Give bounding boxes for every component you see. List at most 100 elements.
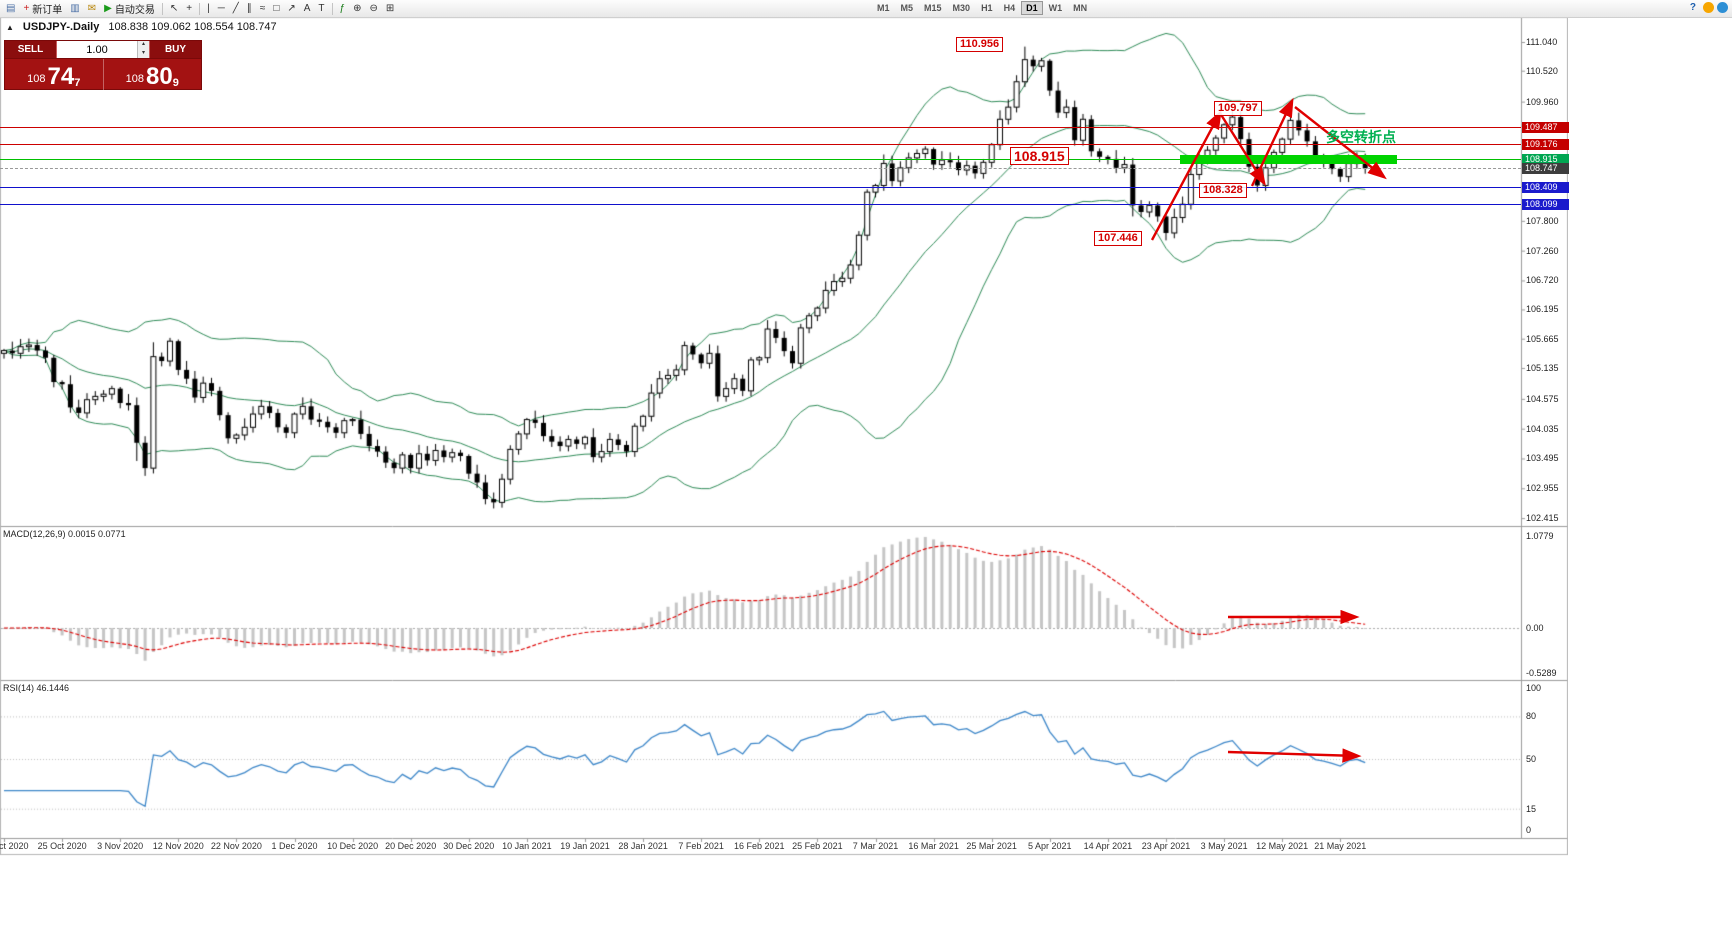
hline-109.487[interactable] [0, 127, 1521, 129]
volume-input[interactable] [57, 41, 137, 58]
shapes-icon-glyph: □ [273, 3, 280, 14]
profiles-icon-glyph: ▥ [70, 3, 80, 14]
volume-increase-button[interactable]: ▴ [138, 41, 149, 50]
one-click-trading-widget: SELL ▴ ▾ BUY 108 74 7 108 [4, 40, 202, 91]
turning-point-note[interactable]: 多空转折点 [1326, 129, 1396, 145]
indicators-icon-glyph: ƒ [339, 3, 346, 14]
new-order-glyph: + [23, 3, 30, 14]
autotrade-button-label: 自动交易 [114, 5, 155, 16]
channel-icon-glyph: ∥ [246, 3, 252, 14]
cursor-icon[interactable]: ↖ [167, 1, 181, 16]
new-chart-icon[interactable]: ▤ [3, 1, 18, 16]
sell-price-big: 74 [47, 63, 75, 90]
trade-widget-prices: 108 74 7 108 80 9 [5, 59, 201, 91]
zoom-out-icon-glyph: ⊖ [369, 3, 378, 14]
timeframe-h1[interactable]: H1 [976, 1, 998, 15]
drawing-objects-layer [1150, 97, 1387, 763]
hline-108.915[interactable] [0, 158, 1521, 160]
tile-windows-icon[interactable]: ⊞ [383, 1, 397, 16]
toolbar-right-group: ? [1690, 2, 1728, 13]
text-icon-glyph: A [303, 3, 311, 14]
sell-price-prefix: 108 [27, 73, 46, 85]
mail-icon-glyph: ✉ [87, 3, 97, 14]
zoom-in-icon[interactable]: ⊕ [350, 1, 364, 16]
buy-price-pip: 9 [172, 77, 179, 89]
timeframe-toolbar: M1 M5 M15 M30 H1 H4 D1 W1 MN [872, 1, 1093, 15]
hline-108.099[interactable] [0, 203, 1521, 205]
autotrade-button[interactable]: ▶ 自动交易 [101, 1, 158, 16]
hline-108.747[interactable] [0, 168, 1521, 170]
sell-price[interactable]: 108 74 7 [5, 59, 104, 91]
channel-icon[interactable]: ∥ [244, 1, 255, 16]
shapes-icon[interactable]: □ [270, 1, 282, 16]
price-annotation-109797[interactable]: 109.797 [1214, 101, 1262, 116]
tile-windows-icon-glyph: ⊞ [385, 3, 395, 14]
timeframe-h4[interactable]: H4 [999, 1, 1021, 15]
trade-widget-header: SELL ▴ ▾ BUY [5, 41, 201, 59]
new-order-button-label: 新订单 [32, 5, 63, 16]
sell-button[interactable]: SELL [5, 41, 57, 58]
price-chart-canvas[interactable] [0, 0, 1568, 856]
horizontal-line-icon[interactable]: ─ [215, 1, 228, 16]
help-icon[interactable]: ? [1689, 2, 1696, 13]
profiles-icon[interactable]: ▥ [67, 1, 82, 16]
volume-decrease-button[interactable]: ▾ [138, 49, 149, 58]
buy-price-prefix: 108 [125, 73, 145, 85]
horizontal-line-icon-glyph: ─ [217, 3, 225, 14]
trendline-icon-glyph: ╱ [232, 3, 239, 14]
timeframe-mn[interactable]: MN [1068, 1, 1092, 15]
trendline-icon[interactable]: ╱ [230, 1, 242, 16]
trend-arrow-0[interactable] [1150, 109, 1222, 241]
new-order-button[interactable]: + 新订单 [20, 1, 65, 16]
trend-arrow-3[interactable] [1294, 106, 1387, 180]
text-icon[interactable]: A [301, 1, 314, 16]
indicators-icon[interactable]: ƒ [337, 1, 349, 16]
timeframe-m30[interactable]: M30 [948, 1, 976, 15]
support-zone-band[interactable] [1180, 154, 1397, 164]
buy-price[interactable]: 108 80 9 [104, 59, 202, 91]
price-annotation-107446[interactable]: 107.446 [1094, 231, 1142, 246]
volume-control: ▴ ▾ [57, 41, 149, 58]
vertical-line-icon-glyph: | [207, 3, 210, 14]
timeframe-m1[interactable]: M1 [872, 1, 895, 15]
buy-price-big: 80 [146, 63, 173, 90]
crosshair-icon[interactable]: + [183, 1, 195, 16]
trend-arrow-2[interactable] [1250, 97, 1294, 187]
community-notification-icon[interactable] [1703, 2, 1714, 13]
arrows-tool-icon[interactable]: ↗ [284, 1, 298, 16]
crosshair-icon-glyph: + [186, 3, 193, 14]
toolbar-separator [199, 2, 201, 15]
price-annotation-110956[interactable]: 110.956 [956, 37, 1004, 52]
trend-arrow-5[interactable] [1227, 748, 1362, 763]
zoom-in-icon-glyph: ⊕ [353, 3, 362, 14]
fibonacci-icon[interactable]: ≈ [257, 1, 269, 16]
timeframe-d1[interactable]: D1 [1021, 1, 1043, 15]
buy-button[interactable]: BUY [149, 41, 201, 58]
price-annotation-108328[interactable]: 108.328 [1199, 183, 1247, 198]
timeframe-m5[interactable]: M5 [896, 1, 919, 15]
news-notification-icon[interactable] [1717, 2, 1728, 13]
zoom-out-icon[interactable]: ⊖ [366, 1, 380, 16]
cursor-icon-glyph: ↖ [169, 3, 179, 14]
hline-109.176[interactable] [0, 144, 1521, 146]
volume-spinner: ▴ ▾ [137, 41, 149, 58]
timeframe-w1[interactable]: W1 [1044, 1, 1068, 15]
mail-icon[interactable]: ✉ [85, 1, 99, 16]
autotrade-glyph: ▶ [104, 3, 112, 14]
hline-108.409[interactable] [0, 186, 1521, 188]
sell-price-pip: 7 [74, 77, 81, 89]
toolbar-separator [161, 2, 163, 15]
arrows-tool-icon-glyph: ↗ [287, 3, 296, 14]
toolbar-separator [331, 2, 333, 15]
text-label-icon[interactable]: T [315, 1, 327, 16]
text-label-icon-glyph: T [318, 3, 325, 14]
price-annotation-108915[interactable]: 108.915 [1010, 147, 1069, 165]
new-chart-icon-glyph: ▤ [6, 3, 16, 14]
timeframe-m15[interactable]: M15 [919, 1, 947, 15]
fibonacci-icon-glyph: ≈ [259, 3, 266, 14]
vertical-line-icon[interactable]: | [204, 1, 213, 16]
trend-arrow-1[interactable] [1218, 112, 1266, 187]
